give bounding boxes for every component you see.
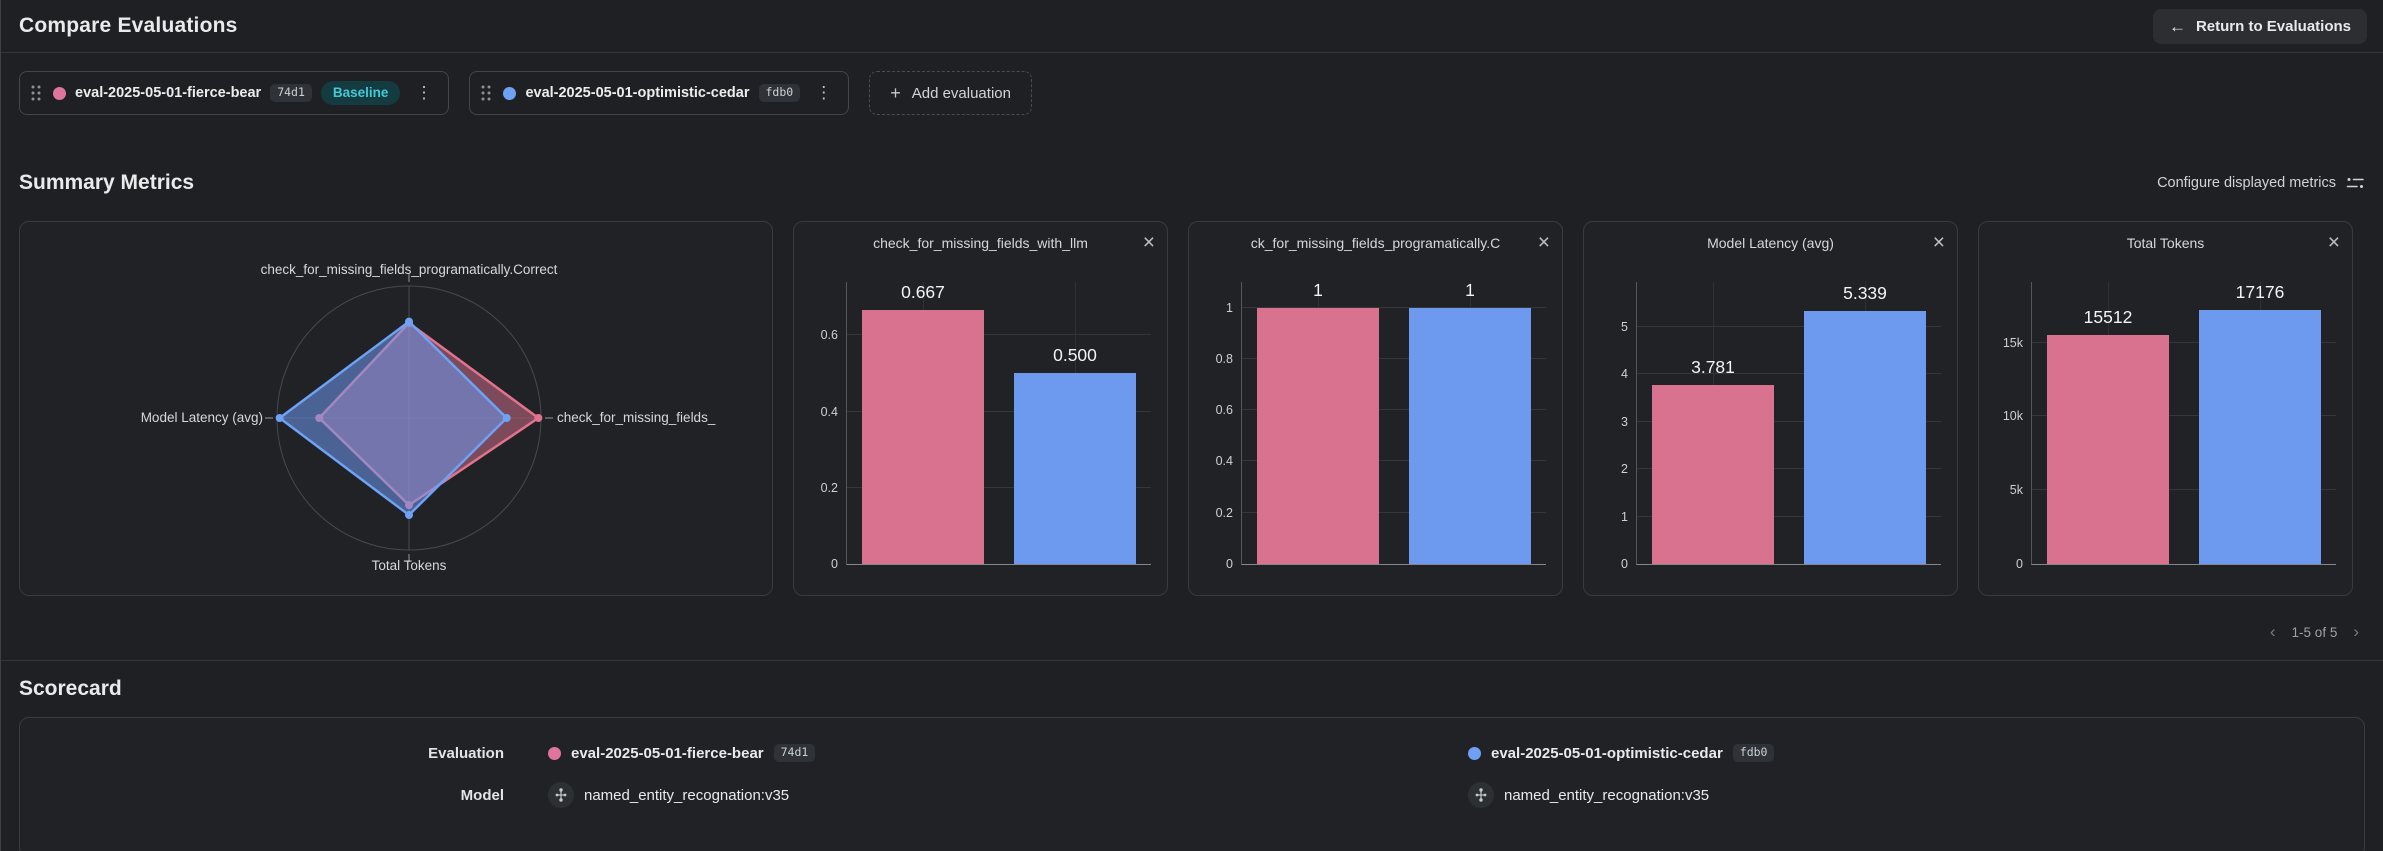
section-divider [1,660,2383,661]
summary-metrics-title: Summary Metrics [19,171,195,194]
evaluation-chip-compare[interactable]: eval-2025-05-01-optimistic-cedar fdb0 ⋮ [469,71,850,115]
previous-page-icon[interactable]: ‹ [2269,622,2276,641]
metric-card: × Model Latency (avg) 0 1 2 3 4 5 3.781 5.339 [1583,221,1958,596]
evaluation-hash-badge: fdb0 [758,84,801,102]
evaluation-chip-baseline[interactable]: eval-2025-05-01-fierce-bear 74d1 Baselin… [19,71,450,115]
evaluation-name: eval-2025-05-01-optimistic-cedar [525,85,750,101]
close-icon[interactable]: × [1139,228,1159,257]
bar-plot: 0 0.2 0.4 0.6 0.8 1 1 1 [1216,280,1546,571]
model-name: named_entity_recognation:v35 [584,786,790,804]
add-evaluation-button[interactable]: + Add evaluation [869,71,1032,115]
evaluation-hash-badge: fdb0 [1732,744,1775,762]
close-icon[interactable]: × [2324,228,2344,257]
return-button-label: Return to Evaluations [2195,17,2351,35]
return-to-evaluations-button[interactable]: ← Return to Evaluations [2152,8,2367,44]
evaluation-color-dot [1468,746,1481,760]
baseline-badge: Baseline [320,80,401,106]
evaluation-cell: eval-2025-05-01-fierce-bear 74d1 [504,744,1424,762]
evaluation-hash-badge: 74d1 [270,84,312,102]
plus-icon: + [890,82,901,103]
model-icon [1468,782,1494,808]
drag-handle-icon[interactable] [478,82,494,104]
model-icon [548,782,574,808]
table-row: Model named_entity_recognation:v35 [20,774,2364,816]
radar-axis-label-left: Model Latency (avg) [140,410,263,425]
configure-label: Configure displayed metrics [2157,175,2336,191]
configure-list-icon [2346,178,2364,188]
evaluation-color-dot [53,86,66,100]
metric-card: × check_for_missing_fields_with_llm 0 0.2… [793,221,1168,596]
evaluation-hash-badge: 74d1 [773,744,816,762]
metric-card: × Total Tokens 0 5k 10k 15k 15512 17176 [1978,221,2353,596]
cards-pagination: ‹ 1-5 of 5 › [1,622,2383,642]
radar-axis-label-top: check_for_missing_fields_programatically… [260,262,558,277]
evaluation-cell: eval-2025-05-01-optimistic-cedar fdb0 [1424,744,2364,762]
radar-chart [265,274,553,562]
model-cell: named_entity_recognation:v35 [504,782,1424,808]
scorecard-title: Scorecard [19,677,122,700]
radar-axis-label-bottom: Total Tokens [371,558,447,573]
radar-chart-card: check_for_missing_fields_programatically… [19,221,773,596]
model-cell: named_entity_recognation:v35 [1424,782,2364,808]
metric-card: × ck_for_missing_fields_programatically.… [1188,221,1563,596]
radar-axis-label-right: check_for_missing_fields_ [557,410,716,425]
pagination-range: 1-5 of 5 [2291,624,2338,640]
evaluation-name: eval-2025-05-01-optimistic-cedar [1491,744,1723,762]
row-label: Evaluation [428,744,504,762]
chart-title: check_for_missing_fields_with_llm [873,235,1088,251]
evaluation-name: eval-2025-05-01-fierce-bear [571,744,764,762]
page-header: Compare Evaluations ← Return to Evaluati… [1,0,2383,53]
evaluation-color-dot [548,746,561,760]
close-icon[interactable]: × [1534,228,1554,257]
page-title: Compare Evaluations [19,14,238,37]
evaluation-name: eval-2025-05-01-fierce-bear [75,85,262,101]
add-evaluation-label: Add evaluation [911,84,1011,102]
next-page-icon[interactable]: › [2353,622,2359,641]
close-icon[interactable]: × [1929,228,1949,257]
drag-handle-icon[interactable] [28,82,44,104]
model-name: named_entity_recognation:v35 [1504,786,1710,804]
chart-title: Total Tokens [2126,235,2205,251]
scorecard-header: Scorecard [1,677,2383,701]
bar-plot: 0 5k 10k 15k 15512 17176 [2003,282,2336,571]
kebab-menu-icon[interactable]: ⋮ [809,81,838,105]
chart-title: ck_for_missing_fields_programatically.C [1250,235,1501,251]
evaluation-color-dot [503,86,517,100]
back-arrow-icon: ← [2168,16,2186,36]
evaluation-chips-row: eval-2025-05-01-fierce-bear 74d1 Baselin… [1,53,2383,115]
row-label: Model [460,786,504,804]
chart-title: Model Latency (avg) [1707,235,1834,251]
kebab-menu-icon[interactable]: ⋮ [409,81,438,105]
bar-plot: 0 0.2 0.4 0.6 0.667 0.500 [821,282,1151,571]
summary-metric-cards: check_for_missing_fields_programatically… [1,221,2383,596]
summary-metrics-header: Summary Metrics Configure displayed metr… [1,171,2383,195]
table-row: Evaluation eval-2025-05-01-fierce-bear 7… [20,732,2364,774]
scorecard-table: Evaluation eval-2025-05-01-fierce-bear 7… [19,717,2365,851]
bar-plot: 0 1 2 3 4 5 3.781 5.339 [1621,282,1941,571]
configure-displayed-metrics-button[interactable]: Configure displayed metrics [2157,175,2365,191]
